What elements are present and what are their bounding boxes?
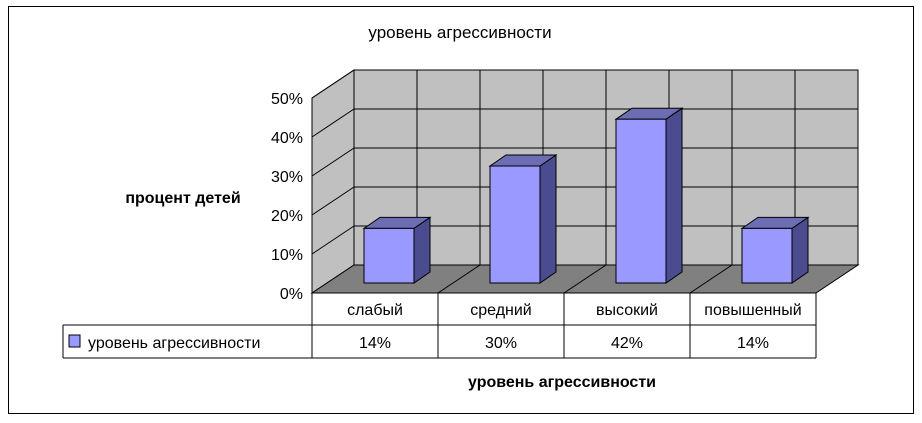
bar-front <box>741 227 793 284</box>
gridline-side <box>311 147 355 177</box>
bar <box>362 216 432 284</box>
data-label: 14% <box>359 335 391 352</box>
bar-front <box>363 227 415 284</box>
data-label: 42% <box>611 335 643 352</box>
y-tick-label: 30% <box>271 169 303 186</box>
bar-side <box>665 107 683 284</box>
data-label: 14% <box>737 335 769 352</box>
y-tick-label: 20% <box>271 208 303 225</box>
y-tick-label: 0% <box>280 286 303 303</box>
bar <box>488 154 558 284</box>
y-tick-label: 10% <box>271 247 303 264</box>
x-tick-label: слабый <box>347 302 403 319</box>
y-tick-label: 40% <box>271 130 303 147</box>
bar-side <box>539 154 557 284</box>
x-tick-label: средний <box>470 302 532 319</box>
data-label: 30% <box>485 335 517 352</box>
bar-front <box>615 118 667 284</box>
bar <box>740 216 810 284</box>
gridline-side <box>311 69 355 99</box>
gridline-side <box>311 108 355 138</box>
bar-front <box>489 165 541 284</box>
bar <box>614 107 684 284</box>
y-axis-title: процент детей <box>125 190 240 207</box>
y-tick-label: 50% <box>271 91 303 108</box>
chart-title: уровень агрессивности <box>368 23 551 42</box>
gridline-side <box>311 225 355 255</box>
legend-swatch <box>68 334 81 348</box>
side-wall <box>311 69 355 294</box>
x-axis-title: уровень агрессивности <box>468 374 656 391</box>
floor-divider <box>437 264 481 294</box>
floor-divider <box>689 264 733 294</box>
x-tick-label: повышенный <box>704 302 801 319</box>
gridline-side <box>311 186 355 216</box>
legend-label: уровень агрессивности <box>88 335 260 352</box>
floor-divider <box>563 264 607 294</box>
x-tick-label: высокий <box>596 302 658 319</box>
